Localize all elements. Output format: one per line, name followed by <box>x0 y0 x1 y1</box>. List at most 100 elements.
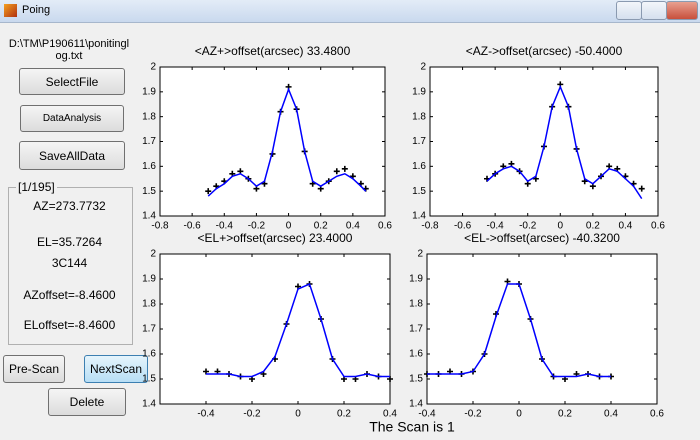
x-tick-label: -0.4 <box>216 221 234 232</box>
data-point <box>333 168 340 175</box>
data-point <box>596 373 603 380</box>
x-tick-label: -0.8 <box>151 221 169 232</box>
data-point <box>205 188 212 195</box>
data-point <box>272 356 278 362</box>
data-point <box>214 368 221 375</box>
x-tick-label: -0.8 <box>421 221 439 232</box>
minimize-button[interactable] <box>616 1 642 20</box>
data-point <box>527 316 534 322</box>
x-tick-label: 0.4 <box>346 221 360 232</box>
data-point <box>253 185 260 192</box>
data-point <box>203 368 209 375</box>
data-point <box>261 180 268 187</box>
x-tick-label: -0.2 <box>464 409 482 420</box>
data-point <box>269 150 276 157</box>
data-point <box>606 163 613 170</box>
data-point <box>357 180 364 187</box>
data-point <box>295 283 301 290</box>
el-text: EL=35.7264 <box>36 235 103 249</box>
data-point <box>364 371 370 377</box>
close-button[interactable] <box>666 1 698 20</box>
y-tick-label: 1.8 <box>142 299 156 310</box>
data-point <box>341 376 347 382</box>
data-point <box>325 178 332 185</box>
fit-line <box>486 84 643 200</box>
y-tick-label: 2 <box>417 249 423 260</box>
x-tick-label: -0.4 <box>487 221 505 232</box>
x-tick-label: 0.4 <box>383 409 397 420</box>
window-title: Poing <box>22 4 51 16</box>
data-point <box>508 160 515 167</box>
y-tick-label: 1.4 <box>142 211 156 222</box>
x-tick-label: -0.2 <box>243 409 261 420</box>
fit-line <box>207 87 367 197</box>
plot-title: <AZ->offset(arcsec) -50.4000 <box>466 44 623 58</box>
select-file-button[interactable]: SelectFile <box>19 68 125 95</box>
y-tick-label: 1.7 <box>409 324 423 335</box>
data-point <box>424 371 430 377</box>
data-point <box>249 376 255 382</box>
app-icon <box>4 4 17 17</box>
y-tick-label: 1.4 <box>142 399 156 410</box>
data-point <box>245 175 252 182</box>
x-tick-label: -0.6 <box>184 221 202 232</box>
y-tick-label: 1.5 <box>409 374 423 385</box>
data-point <box>387 376 393 382</box>
x-tick-label: 0 <box>295 409 301 420</box>
x-tick-label: 0.4 <box>618 221 632 232</box>
next-scan-button[interactable]: NextScan <box>84 355 148 383</box>
y-tick-label: 1.8 <box>142 111 156 122</box>
y-tick-label: 2 <box>150 249 156 260</box>
axes <box>159 66 386 217</box>
data-point <box>226 371 232 377</box>
data-point <box>301 148 308 155</box>
data-point <box>524 180 531 187</box>
group-label: [1/195] <box>16 180 57 194</box>
y-tick-label: 1.7 <box>412 136 426 147</box>
data-point <box>504 278 511 285</box>
data-point <box>229 170 236 177</box>
data-point <box>375 373 382 380</box>
data-analysis-button[interactable]: DataAnalysis <box>20 105 124 132</box>
axes <box>159 253 391 405</box>
data-point <box>573 371 580 377</box>
data-point <box>573 145 580 152</box>
y-tick-label: 1.5 <box>412 186 426 197</box>
data-point <box>598 173 604 180</box>
fit-line <box>206 282 390 378</box>
data-point <box>221 178 228 185</box>
pre-scan-button[interactable]: Pre-Scan <box>3 355 65 383</box>
axes <box>429 66 659 217</box>
data-point <box>581 178 588 185</box>
data-point <box>349 173 356 180</box>
data-point <box>541 143 547 150</box>
y-tick-label: 1.8 <box>409 299 423 310</box>
data-point <box>260 371 267 377</box>
save-all-button[interactable]: SaveAllData <box>19 141 125 170</box>
maximize-button[interactable] <box>641 1 667 20</box>
x-tick-label: 0.4 <box>604 409 618 420</box>
y-tick-label: 1.7 <box>142 136 156 147</box>
data-point <box>484 175 490 182</box>
data-point <box>516 168 523 175</box>
data-point <box>285 83 292 90</box>
x-tick-label: 0 <box>558 221 564 232</box>
data-point <box>237 373 244 380</box>
y-tick-label: 1.7 <box>142 324 156 335</box>
y-tick-label: 2 <box>420 62 426 73</box>
title-bar: Poing <box>0 0 700 23</box>
x-tick-label: 0.6 <box>378 221 392 232</box>
y-tick-label: 1.6 <box>409 349 423 360</box>
data-point <box>458 371 465 377</box>
y-tick-label: 1.9 <box>142 86 156 97</box>
data-point <box>318 316 324 322</box>
data-point <box>622 173 629 180</box>
y-tick-label: 1.9 <box>142 274 156 285</box>
data-point <box>277 108 284 115</box>
data-point <box>585 371 591 377</box>
el-offset-text: ELoffset=-8.4600 <box>23 318 116 332</box>
data-point <box>614 165 621 172</box>
data-point <box>362 185 369 192</box>
delete-button[interactable]: Delete <box>48 388 126 416</box>
x-tick-label: -0.6 <box>454 221 472 232</box>
